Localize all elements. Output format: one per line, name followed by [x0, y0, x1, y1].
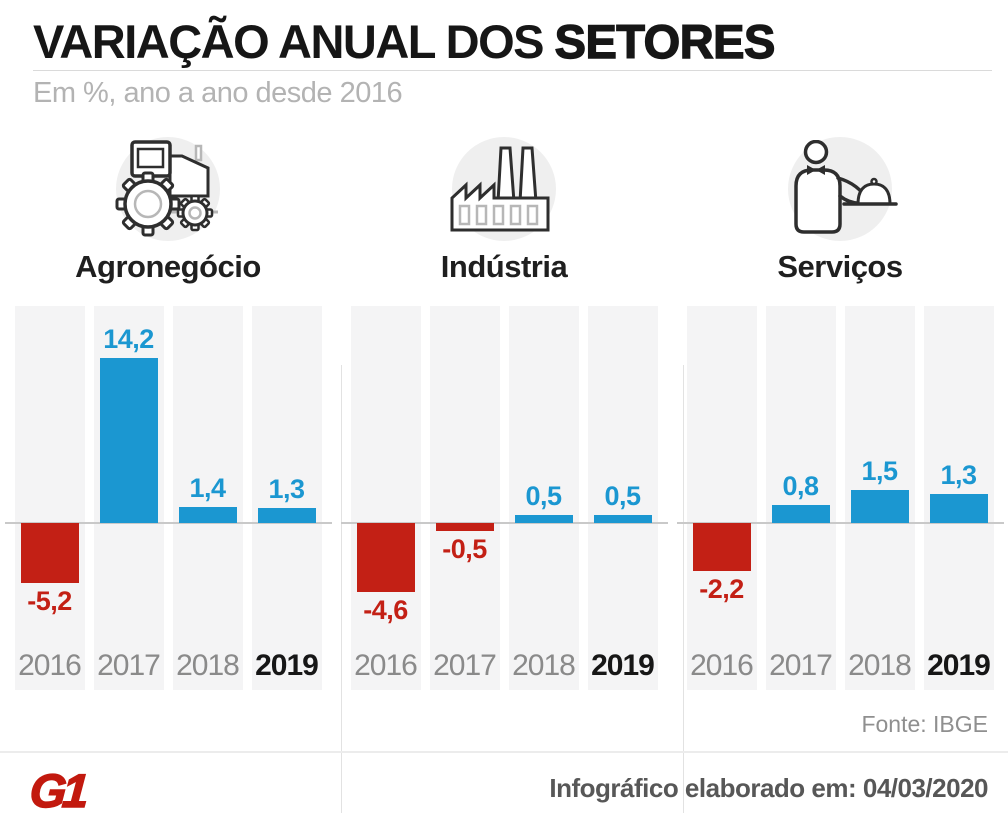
year-label: 2018 — [512, 649, 576, 682]
bar-value-label: 1,3 — [940, 460, 977, 490]
section-servicos: Serviços -2,2 2016 0,8 2017 1,5 2018 1,3 2019 — [672, 137, 1008, 690]
year-label: 2016 — [690, 649, 754, 682]
negative-bar — [356, 523, 415, 592]
sector-charts-row: Agronegócio -5,2 2016 14,2 2017 1,4 2018 1,3 20… — [0, 137, 1008, 813]
bar-chart: -4,6 2016 -0,5 2017 0,5 2018 0,5 2019 — [340, 306, 668, 690]
sector-title: Serviços — [777, 249, 903, 284]
sector-icon-wrap — [672, 137, 1008, 243]
page-title: VARIAÇÃO ANUAL DOS SETORES — [33, 14, 776, 69]
positive-bar — [850, 490, 909, 523]
chart-column-background — [350, 306, 421, 690]
bar-value-label: 1,3 — [268, 474, 305, 504]
year-label: 2017 — [433, 649, 497, 682]
year-label: 2016 — [18, 649, 82, 682]
chart-baseline — [676, 522, 1004, 524]
page-title-prefix: VARIAÇÃO ANUAL DOS — [33, 15, 555, 68]
positive-bar — [593, 515, 652, 523]
title-divider — [33, 70, 992, 71]
chart-column-background — [172, 306, 243, 690]
chart-baseline — [340, 522, 668, 524]
section-separator — [683, 365, 684, 813]
chart-column-background — [14, 306, 85, 690]
g1-logo: G1 — [27, 763, 87, 818]
year-label: 2019 — [591, 649, 655, 682]
bar-value-label: 0,5 — [604, 481, 641, 511]
sector-title: Indústria — [440, 249, 568, 284]
factory-icon — [450, 146, 550, 232]
bar-value-label: 1,4 — [189, 473, 226, 503]
year-label: 2019 — [927, 649, 991, 682]
bar-value-label: 1,5 — [861, 456, 898, 486]
sector-title: Agronegócio — [75, 249, 261, 284]
section-separator — [341, 365, 342, 813]
chart-column-background — [508, 306, 579, 690]
negative-bar — [692, 523, 751, 571]
chart-column-background — [686, 306, 757, 690]
source-note: Fonte: IBGE — [861, 711, 988, 737]
bar-value-label: -2,2 — [699, 574, 744, 604]
bar-value-label: 14,2 — [103, 324, 154, 354]
page-subtitle: Em %, ano a ano desde 2016 — [33, 77, 403, 109]
positive-bar — [514, 515, 573, 523]
year-label: 2017 — [97, 649, 161, 682]
sector-icon-wrap — [336, 137, 672, 243]
bar-value-label: -4,6 — [363, 595, 408, 625]
bar-value-label: 0,8 — [782, 471, 819, 501]
sector-icon-wrap — [0, 137, 336, 243]
chart-column-background — [587, 306, 658, 690]
section-agronegocio: Agronegócio -5,2 2016 14,2 2017 1,4 2018 1,3 20… — [0, 137, 336, 690]
infographic-credit: Infográfico elaborado em: 04/03/2020 — [549, 773, 988, 803]
waiter-tray-icon — [794, 140, 898, 234]
bar-value-label: -5,2 — [27, 586, 72, 616]
positive-bar — [929, 494, 988, 523]
negative-bar — [435, 523, 494, 531]
bar-chart: -5,2 2016 14,2 2017 1,4 2018 1,3 2019 — [4, 306, 332, 690]
section-industria: Indústria -4,6 2016 -0,5 2017 0,5 2018 0,5 2019 — [336, 137, 672, 690]
bar-chart: -2,2 2016 0,8 2017 1,5 2018 1,3 2019 — [676, 306, 1004, 690]
year-label: 2016 — [354, 649, 418, 682]
year-label: 2019 — [255, 649, 319, 682]
positive-bar — [257, 508, 316, 523]
year-label: 2018 — [176, 649, 240, 682]
positive-bar — [178, 507, 237, 523]
chart-column-background — [429, 306, 500, 690]
bar-value-label: -0,5 — [442, 534, 487, 564]
tractor-gears-icon — [115, 140, 218, 237]
positive-bar — [99, 358, 158, 523]
footer-divider — [0, 751, 1008, 753]
negative-bar — [20, 523, 79, 583]
chart-column-background — [251, 306, 322, 690]
chart-baseline — [4, 522, 332, 524]
page-title-emphasis: SETORES — [554, 14, 776, 68]
year-label: 2018 — [848, 649, 912, 682]
chart-column-background — [765, 306, 836, 690]
year-label: 2017 — [769, 649, 833, 682]
bar-value-label: 0,5 — [525, 481, 562, 511]
positive-bar — [771, 505, 830, 523]
